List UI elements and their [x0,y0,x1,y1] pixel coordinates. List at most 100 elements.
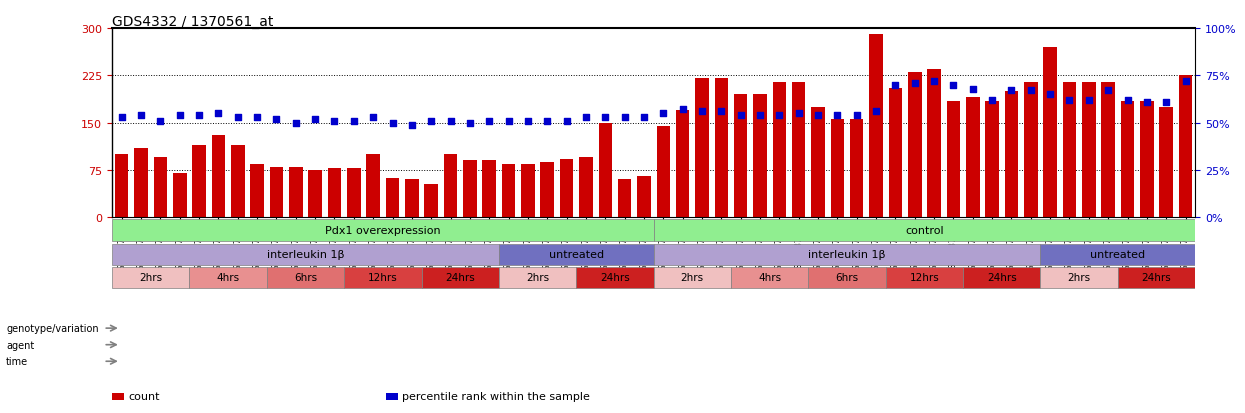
Bar [928,70,941,218]
Bar [405,180,418,218]
Text: untreated: untreated [1091,249,1145,259]
Bar [366,155,380,218]
Point [885,82,905,89]
Bar [599,123,613,218]
Text: untreated: untreated [549,249,604,259]
Bar [676,111,690,218]
Point [808,112,828,119]
Point [266,116,286,123]
Point [1079,97,1099,104]
FancyBboxPatch shape [1041,267,1118,288]
FancyBboxPatch shape [654,244,1041,265]
Point [364,114,383,121]
Bar [908,73,921,218]
Point [711,109,731,115]
Bar [1043,48,1057,218]
Text: agent: agent [6,340,35,350]
Point [112,114,132,121]
Point [382,120,402,127]
Bar [946,101,960,218]
Point [151,118,171,125]
Point [789,111,809,117]
Point [654,111,674,117]
Point [828,112,848,119]
Point [208,111,228,117]
Point [905,81,925,87]
Bar [232,145,244,218]
Text: 12hrs: 12hrs [910,273,939,282]
Bar [502,164,515,218]
Point [441,118,461,125]
Bar [173,174,187,218]
Text: 24hrs: 24hrs [600,273,630,282]
FancyBboxPatch shape [576,267,654,288]
Point [286,120,306,127]
Point [538,118,558,125]
FancyBboxPatch shape [731,267,808,288]
Text: 24hrs: 24hrs [1142,273,1172,282]
Bar [540,162,554,218]
Text: time: time [6,356,29,366]
Point [131,112,151,119]
Bar [869,35,883,218]
Text: control: control [905,225,944,235]
FancyBboxPatch shape [654,267,731,288]
Bar [966,98,980,218]
FancyBboxPatch shape [189,267,266,288]
Point [1021,88,1041,95]
Point [344,118,364,125]
Bar [1120,101,1134,218]
FancyBboxPatch shape [964,267,1041,288]
Bar [289,167,303,218]
Bar [425,185,438,218]
Point [672,107,692,114]
Point [634,114,654,121]
Bar [1063,83,1076,218]
Text: 4hrs: 4hrs [758,273,782,282]
Point [595,114,615,121]
Bar [212,136,225,218]
Bar [386,179,400,218]
Text: Pdx1 overexpression: Pdx1 overexpression [325,225,441,235]
Bar [1179,76,1193,218]
Bar [753,95,767,218]
Point [421,118,441,125]
Point [305,116,325,123]
Text: interleukin 1β: interleukin 1β [808,249,885,259]
FancyBboxPatch shape [654,219,1195,242]
Text: 4hrs: 4hrs [217,273,240,282]
Bar [1082,83,1096,218]
Bar [830,120,844,218]
Bar [579,158,593,218]
Bar [463,161,477,218]
Text: genotype/variation: genotype/variation [6,323,98,333]
FancyBboxPatch shape [422,267,499,288]
Bar [483,161,496,218]
Point [1040,92,1059,98]
Bar [618,180,631,218]
FancyBboxPatch shape [1041,244,1195,265]
Bar [656,126,670,218]
Point [769,112,789,119]
Point [731,112,751,119]
Bar [522,164,534,218]
Bar [153,158,167,218]
Point [479,118,499,125]
Bar [1102,83,1116,218]
Bar [347,169,361,218]
Point [576,114,596,121]
Point [944,82,964,89]
Point [325,118,345,125]
Bar [1140,101,1154,218]
Bar [309,171,322,218]
Bar [560,160,574,218]
FancyBboxPatch shape [266,267,344,288]
Text: percentile rank within the sample: percentile rank within the sample [402,392,590,401]
Text: 24hrs: 24hrs [987,273,1017,282]
Point [749,112,769,119]
Bar [773,83,786,218]
Bar [192,145,205,218]
Bar [134,149,148,218]
Point [1137,99,1157,106]
Point [962,86,982,93]
